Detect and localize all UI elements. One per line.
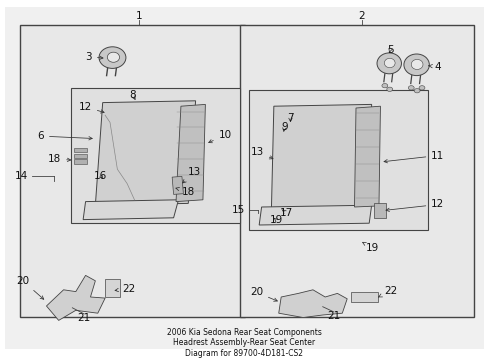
Text: 8: 8 [129,90,136,100]
Text: 13: 13 [250,147,272,159]
Circle shape [413,89,419,93]
Text: 12: 12 [385,199,444,211]
Polygon shape [259,205,371,225]
Bar [239,25,473,317]
Text: 15: 15 [232,204,245,215]
Text: 22: 22 [115,284,135,294]
Polygon shape [95,101,195,205]
Polygon shape [172,176,183,194]
Text: 2: 2 [358,11,365,21]
Ellipse shape [99,47,126,68]
Polygon shape [278,290,346,318]
Text: 7: 7 [286,113,293,123]
Text: 17: 17 [279,208,292,218]
Text: 20: 20 [249,287,277,301]
Bar [74,154,86,158]
Text: 18: 18 [176,186,195,197]
Text: 6: 6 [37,131,92,141]
Circle shape [418,86,424,90]
Ellipse shape [403,54,428,76]
Text: 18: 18 [48,154,71,164]
Text: 16: 16 [94,171,107,181]
Polygon shape [354,106,380,207]
Text: 10: 10 [208,130,231,143]
Text: 21: 21 [326,311,340,321]
Text: 4: 4 [428,62,440,72]
Text: 13: 13 [182,167,201,183]
Bar [249,90,427,230]
Text: 21: 21 [77,313,91,323]
Polygon shape [271,104,371,211]
Text: 1: 1 [136,11,142,21]
Circle shape [407,86,413,90]
Text: 11: 11 [383,150,444,163]
Text: 9: 9 [281,122,287,132]
Text: 12: 12 [79,102,104,113]
Bar [350,292,377,302]
Ellipse shape [376,53,401,74]
Bar [71,88,239,223]
Bar [105,279,120,297]
Text: 2006 Kia Sedona Rear Seat Components
Headrest Assembly-Rear Seat Center
Diagram : 2006 Kia Sedona Rear Seat Components Hea… [167,328,321,357]
Ellipse shape [107,52,119,62]
Circle shape [381,84,387,88]
Text: 19: 19 [362,242,378,253]
Text: 14: 14 [15,171,28,181]
Bar [74,159,86,164]
Circle shape [386,87,392,91]
Text: 19: 19 [269,215,283,225]
Text: 3: 3 [85,52,103,62]
Bar [74,148,86,152]
Polygon shape [83,200,178,220]
Text: 20: 20 [16,276,43,299]
Text: 5: 5 [386,45,393,55]
Bar [20,25,244,317]
Ellipse shape [384,58,394,68]
Polygon shape [46,275,105,320]
Text: 22: 22 [378,286,396,297]
Bar [373,203,386,218]
Ellipse shape [410,59,422,69]
Polygon shape [176,104,205,202]
